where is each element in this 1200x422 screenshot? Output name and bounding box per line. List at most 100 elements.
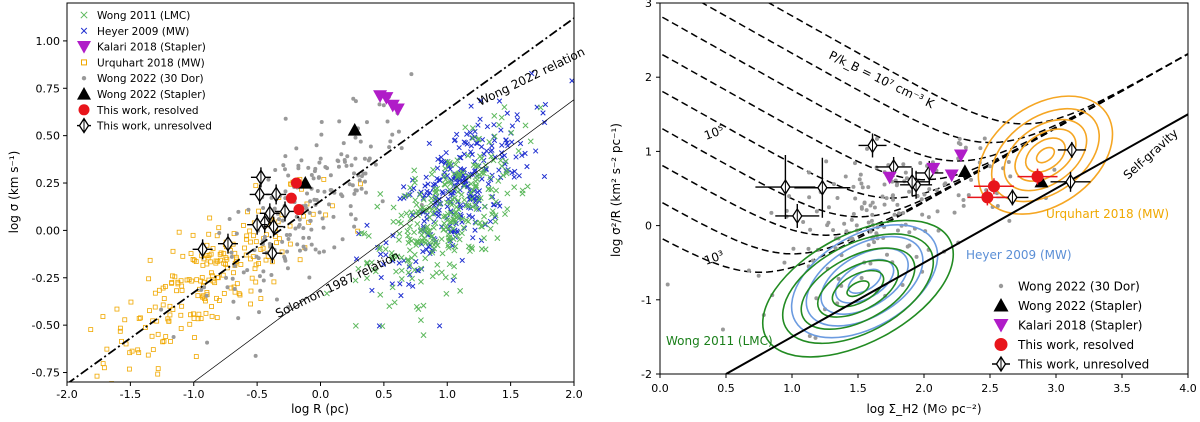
right-wong2022-30dor-point [851,212,856,217]
wong2022-30dor-point [377,102,382,107]
urquhart-point [248,239,253,245]
right-wong2022-30dor-point [850,236,855,241]
wong2011-point [508,129,515,136]
right-xtick-label: 0.0 [651,382,669,395]
right-wong2022-30dor-point [825,223,830,228]
wong2011-point [469,135,476,142]
right-wong2022-30dor-point [806,246,811,251]
wong2011-point [390,218,397,225]
right-legend-entry: Wong 2022 (Stapler) [993,298,1142,313]
wong2011-point [488,194,495,201]
heyer2009-point [464,131,470,137]
wong2011-point [475,162,482,169]
wong2011-point [398,254,405,261]
wong2011-point [442,176,449,183]
right-wong2022-30dor-point [853,196,858,201]
wong2011-point [478,223,485,230]
wong2011-point [438,236,445,243]
heyer2009-point [499,142,505,148]
left-background-scatter [88,70,574,382]
wong2011-point [398,212,405,219]
heyer2009-point [383,240,389,246]
wong2022-30dor-point [232,287,237,292]
wong2011-point [417,205,424,212]
heyer2009-point [541,173,548,180]
wong2022-30dor-point [301,244,306,249]
heyer2009-point [468,149,474,155]
right-wong2022-30dor-point [995,203,1000,208]
wong2022-30dor-point [273,167,278,172]
right-legend-label: Kalari 2018 (Stapler) [1018,319,1142,333]
wong2022-30dor-point [352,171,357,176]
left-legend-entry: Wong 2022 (30 Dor) [81,73,204,85]
right-wong2022-30dor-point [801,220,806,225]
heyer2009-point [426,140,432,147]
wong2011-point [461,196,468,203]
urquhart-point [161,338,167,344]
urquhart-point [117,325,123,331]
wong2022-30dor-point [312,197,317,202]
wong2022-30dor-point [266,177,271,182]
right-wong2022-30dor-point [872,240,877,245]
wong2022-30dor-point [313,247,318,252]
wong2011-point [446,261,453,268]
urquhart-point [94,373,100,379]
wong2022-30dor-point [236,316,241,321]
wong2022-30dor-point [380,199,385,204]
wong2011-point [382,246,389,253]
wong2022-30dor-point [362,179,367,184]
urquhart-point [160,339,166,345]
urquhart-point [129,348,135,354]
urquhart-point [152,304,158,310]
left-xtick-label: 1.0 [439,388,457,401]
urquhart-point [170,273,175,279]
urquhart-point [135,347,141,353]
wong2011-point [406,262,413,268]
legend-marker-30dor [81,76,87,81]
right-xtick-label: 0.5 [717,382,735,395]
right-wong2022-30dor-point [904,176,909,181]
wong2011-point [455,206,462,213]
right-legend-label: Wong 2022 (Stapler) [1018,299,1142,313]
wong2022-30dor-point [309,227,314,232]
wong2011-point [418,278,424,285]
right-wong2022-30dor-point [966,193,971,198]
heyer2009-point [423,247,430,253]
wong2022-30dor-point [357,178,362,183]
urquhart-point [210,246,216,251]
left-xtick-label: -2.0 [56,388,77,401]
left-ytick-label: -0.25 [32,272,60,285]
wong2022-30dor-point [396,129,401,134]
wong2011-point [486,139,493,145]
wong2022-30dor-point [331,214,336,219]
heyer2009-point [438,159,445,165]
urquhart-point [170,248,176,254]
wong2022-30dor-point [314,143,319,148]
heyer2009-point [457,202,463,209]
wong2011-point [504,206,511,212]
wong2022-30dor-point [353,99,358,104]
wong2011-point [417,317,424,324]
wong2022-30dor-point [353,156,358,161]
urquhart-point [287,241,293,247]
right-wong2022-30dor-point [826,205,831,210]
urquhart-point [150,347,156,353]
heyer2009-point [378,274,384,281]
wong2011-point [398,276,405,282]
urquhart-point [247,228,253,234]
left-unresolved-point [262,243,283,264]
right-wong2022-30dor-point [1007,218,1012,223]
right-xtick-label: 3.0 [1047,382,1065,395]
wong2011-point [452,161,459,168]
heyer2009-point [513,154,519,160]
heyer2009-point [424,188,430,195]
legend-marker-resolved [994,338,1008,351]
urquhart-point [248,288,254,294]
wong2022-30dor-point [171,335,176,340]
left-unresolved-point [247,214,268,235]
heyer2009-point [522,150,528,157]
urquhart-point [161,296,167,301]
left-legend-entry: This work, unresolved [77,117,212,134]
heyer2009-point [479,176,485,182]
wong2011-point [453,209,460,216]
